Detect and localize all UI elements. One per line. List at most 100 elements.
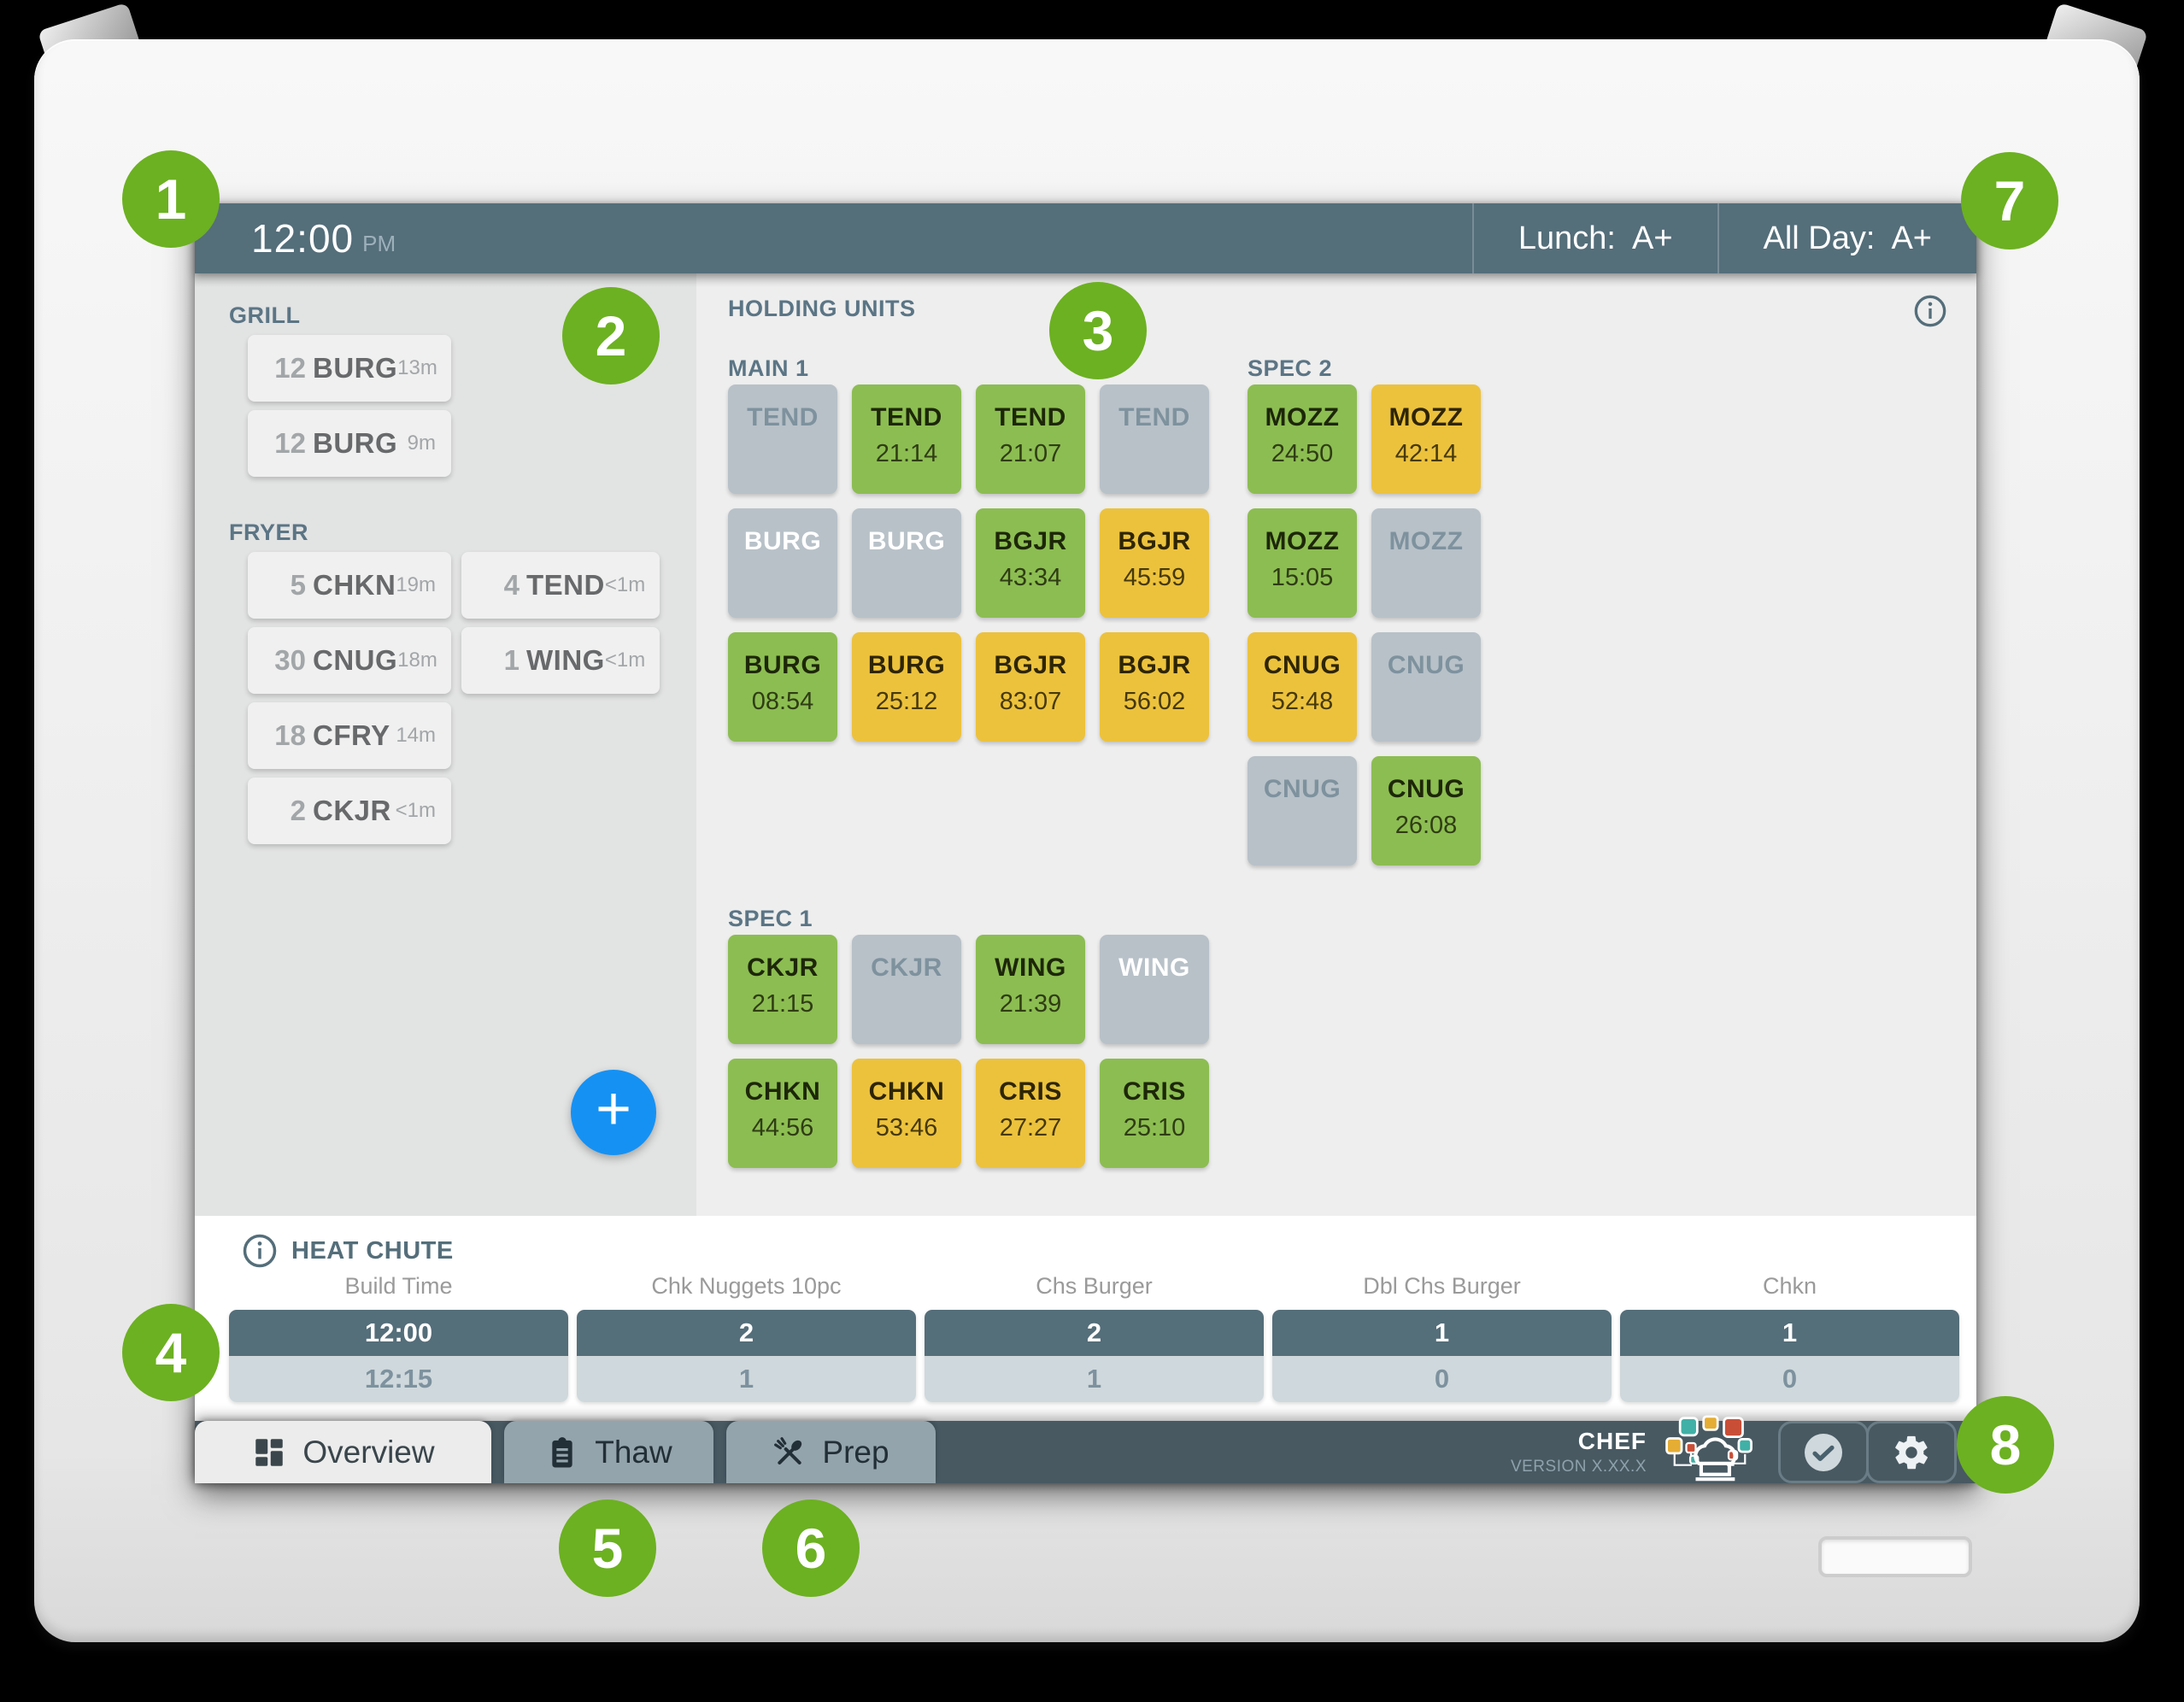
- confirm-button[interactable]: [1778, 1421, 1869, 1483]
- heat-chute-columns: Build Time 12:00 12:15 Chk Nuggets 10pc 2…: [229, 1269, 1959, 1402]
- holding-tile[interactable]: WING 21:39: [976, 935, 1085, 1044]
- column-label: Dbl Chs Burger: [1363, 1273, 1521, 1299]
- clock-meridiem: PM: [362, 230, 396, 256]
- holding-tile[interactable]: CNUG 26:08: [1371, 756, 1481, 866]
- tile-timer: 56:02: [1123, 688, 1186, 715]
- tile-timer: 43:34: [999, 564, 1062, 591]
- holding-tile[interactable]: MOZZ 24:50: [1248, 384, 1357, 494]
- tab-thaw[interactable]: Thaw: [504, 1421, 713, 1483]
- heat-chute-column: Build Time 12:00 12:15: [229, 1269, 568, 1402]
- clock-time: 12:00: [251, 216, 355, 261]
- annotation-7: 7: [1961, 152, 2058, 249]
- item-quantity: 5: [290, 569, 306, 601]
- column-label: Chk Nuggets 10pc: [651, 1273, 842, 1299]
- item-name: CNUG: [313, 644, 398, 676]
- kitchen-app-window: 12:00 PM Lunch: A+ All Day: A+ GRILL 12 …: [195, 203, 1976, 1483]
- fryer-timer-card[interactable]: 2 CKJR <1m: [248, 778, 451, 844]
- holding-tile[interactable]: CKJR: [852, 935, 961, 1044]
- annotation-2: 2: [562, 287, 660, 384]
- holding-tile[interactable]: TEND: [1100, 384, 1209, 494]
- plus-icon: +: [595, 1075, 632, 1143]
- tile-label: WING: [1118, 954, 1190, 982]
- heat-chute-info-button[interactable]: [242, 1233, 278, 1269]
- tile-label: WING: [995, 954, 1066, 982]
- tab-label: Prep: [822, 1434, 889, 1470]
- tile-timer: 25:10: [1123, 1114, 1186, 1142]
- tile-label: MOZZ: [1388, 403, 1464, 431]
- holding-tile[interactable]: MOZZ 42:14: [1371, 384, 1481, 494]
- item-time-remaining: 9m: [407, 431, 436, 455]
- holding-tile[interactable]: CRIS 25:10: [1100, 1059, 1209, 1168]
- holding-tile[interactable]: CNUG: [1248, 756, 1357, 866]
- dashboard-icon: [255, 1438, 284, 1466]
- column-label: Chs Burger: [1036, 1273, 1153, 1299]
- tile-label: CKJR: [871, 954, 942, 982]
- tile-timer: 44:56: [751, 1114, 814, 1142]
- version-text: VERSION X.XX.X: [1510, 1458, 1647, 1476]
- tablet-home-slot: [1818, 1536, 1972, 1577]
- next-value: 0: [1620, 1356, 1959, 1402]
- tile-label: CHKN: [868, 1077, 945, 1106]
- spec1-label: SPEC 1: [728, 906, 813, 931]
- tab-label: Thaw: [595, 1434, 672, 1470]
- item-time-remaining: 14m: [396, 724, 436, 747]
- grill-timer-card[interactable]: 12 BURG 13m: [248, 335, 451, 402]
- settings-button[interactable]: [1866, 1421, 1957, 1483]
- all-day-grade[interactable]: All Day: A+: [1717, 203, 1976, 273]
- holding-tile[interactable]: BGJR 56:02: [1100, 632, 1209, 742]
- content-area: GRILL 12 BURG 13m 12 BURG 9m FRYER 5: [195, 273, 1976, 1216]
- item-quantity: 12: [274, 427, 306, 459]
- tile-label: CKJR: [747, 954, 819, 982]
- fryer-timer-card[interactable]: 1 WING <1m: [461, 627, 660, 694]
- holding-tile[interactable]: TEND: [728, 384, 837, 494]
- holding-tile[interactable]: BGJR 45:59: [1100, 508, 1209, 618]
- tab-overview[interactable]: Overview: [195, 1421, 491, 1483]
- holding-info-button[interactable]: [1913, 294, 1947, 328]
- fryer-timer-card[interactable]: 5 CHKN 19m: [248, 552, 451, 619]
- tab-prep[interactable]: Prep: [726, 1421, 936, 1483]
- holding-tile[interactable]: BURG: [852, 508, 961, 618]
- holding-tile[interactable]: CHKN 53:46: [852, 1059, 961, 1168]
- holding-tile[interactable]: CNUG 52:48: [1248, 632, 1357, 742]
- tile-timer: 52:48: [1271, 688, 1334, 715]
- holding-tile[interactable]: BURG 08:54: [728, 632, 837, 742]
- holding-tile[interactable]: BGJR 83:07: [976, 632, 1085, 742]
- grill-section-label: GRILL: [229, 302, 301, 328]
- grill-timer-card[interactable]: 12 BURG 9m: [248, 410, 451, 477]
- fryer-timer-card[interactable]: 30 CNUG 18m: [248, 627, 451, 694]
- brand-block: CHEF VERSION X.XX.X: [1511, 1428, 1647, 1476]
- tile-timer: 24:50: [1271, 440, 1334, 467]
- holding-tile[interactable]: MOZZ 15:05: [1248, 508, 1357, 618]
- holding-tile[interactable]: CRIS 27:27: [976, 1059, 1085, 1168]
- holding-tile[interactable]: BURG 25:12: [852, 632, 961, 742]
- fryer-timer-card[interactable]: 18 CFRY 14m: [248, 702, 451, 769]
- holding-tile[interactable]: CNUG: [1371, 632, 1481, 742]
- tile-label: BGJR: [1118, 651, 1191, 679]
- lunch-grade[interactable]: Lunch: A+: [1471, 203, 1717, 273]
- column-label: Chkn: [1762, 1273, 1817, 1299]
- tile-label: CNUG: [1387, 775, 1465, 803]
- fryer-timer-card[interactable]: 4 TEND <1m: [461, 552, 660, 619]
- add-timer-button[interactable]: +: [571, 1070, 656, 1155]
- tile-timer: 15:05: [1271, 564, 1334, 591]
- holding-tile[interactable]: MOZZ: [1371, 508, 1481, 618]
- holding-tile[interactable]: BGJR 43:34: [976, 508, 1085, 618]
- holding-tile[interactable]: BURG: [728, 508, 837, 618]
- holding-tile[interactable]: TEND 21:14: [852, 384, 961, 494]
- holding-tile[interactable]: TEND 21:07: [976, 384, 1085, 494]
- tile-label: CNUG: [1263, 775, 1342, 803]
- tile-label: BGJR: [994, 527, 1067, 555]
- holding-tile[interactable]: CKJR 21:15: [728, 935, 837, 1044]
- tablet-bezel: 12:00 PM Lunch: A+ All Day: A+ GRILL 12 …: [34, 39, 2140, 1642]
- item-name: CFRY: [313, 719, 390, 751]
- item-name: BURG: [313, 352, 398, 384]
- chef-hat-network-logo: [1662, 1414, 1758, 1490]
- holding-tile[interactable]: WING: [1100, 935, 1209, 1044]
- current-value: 1: [1272, 1310, 1612, 1356]
- gear-icon: [1895, 1435, 1928, 1469]
- daypart-grades: Lunch: A+ All Day: A+: [1471, 203, 1976, 273]
- holding-tile[interactable]: CHKN 44:56: [728, 1059, 837, 1168]
